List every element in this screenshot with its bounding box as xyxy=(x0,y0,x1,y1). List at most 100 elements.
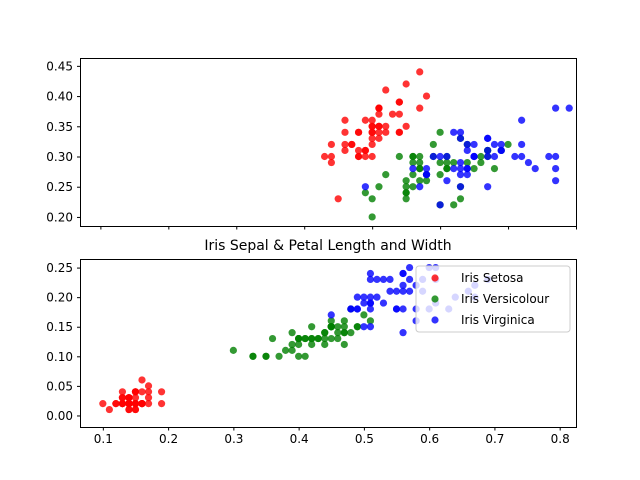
data-point-iris-setosa xyxy=(382,122,390,130)
data-point-iris-versicolour xyxy=(288,346,296,354)
data-point-iris-versicolour xyxy=(456,195,465,203)
data-point-iris-virginica xyxy=(360,299,368,307)
data-point-iris-versicolour xyxy=(402,189,410,197)
data-point-iris-virginica xyxy=(386,287,394,295)
data-point-iris-setosa xyxy=(144,394,153,402)
data-point-iris-virginica xyxy=(456,171,465,179)
bottom-axes-frame xyxy=(80,259,577,428)
data-point-iris-setosa xyxy=(131,394,140,402)
data-point-iris-virginica xyxy=(470,140,478,149)
data-point-iris-setosa xyxy=(382,128,390,136)
data-point-iris-setosa xyxy=(157,388,166,396)
data-point-iris-versicolour xyxy=(409,152,417,161)
data-point-iris-virginica xyxy=(463,164,471,173)
data-point-iris-versicolour xyxy=(288,329,296,337)
data-point-iris-versicolour xyxy=(443,164,451,173)
data-point-iris-versicolour xyxy=(416,177,424,185)
data-point-iris-virginica xyxy=(366,269,375,278)
data-point-iris-virginica xyxy=(565,104,573,112)
data-point-iris-versicolour xyxy=(409,158,417,167)
data-point-iris-versicolour xyxy=(334,329,342,337)
data-point-iris-versicolour xyxy=(308,340,316,349)
legend-label-iris-setosa: Iris Setosa xyxy=(461,271,524,285)
data-point-iris-virginica xyxy=(484,134,492,142)
data-point-iris-setosa xyxy=(368,152,376,161)
data-point-iris-setosa xyxy=(341,128,349,136)
data-point-iris-versicolour xyxy=(409,171,417,179)
data-point-iris-versicolour xyxy=(295,334,303,343)
top-scatter-axes: 0.20 0.25 0.30 0.35 0.40 0.45 xyxy=(46,58,577,230)
data-point-iris-setosa xyxy=(361,152,369,161)
data-point-iris-virginica xyxy=(450,128,458,136)
data-point-iris-setosa xyxy=(361,116,369,124)
data-point-iris-virginica xyxy=(552,104,560,112)
data-point-iris-setosa xyxy=(395,98,403,106)
data-point-iris-virginica xyxy=(405,263,414,272)
data-point-iris-setosa xyxy=(375,104,383,112)
data-point-iris-virginica xyxy=(436,201,444,209)
data-point-iris-versicolour xyxy=(416,158,424,167)
y-tick-label: 0.20 xyxy=(46,291,73,305)
data-point-iris-setosa xyxy=(118,394,127,402)
data-point-iris-setosa xyxy=(118,400,127,408)
data-point-iris-versicolour xyxy=(429,140,437,149)
data-point-iris-versicolour xyxy=(340,317,348,325)
x-tick-label: 0.1 xyxy=(94,432,113,446)
y-tick-label: 0.25 xyxy=(46,180,73,194)
data-point-iris-virginica xyxy=(416,183,424,191)
data-point-iris-versicolour xyxy=(463,158,471,167)
data-point-iris-versicolour xyxy=(275,352,283,360)
data-point-iris-virginica xyxy=(405,275,414,284)
data-point-iris-setosa xyxy=(416,104,424,112)
data-point-iris-virginica xyxy=(531,164,539,173)
data-point-iris-setosa xyxy=(112,400,120,408)
data-point-iris-virginica xyxy=(456,164,465,173)
data-point-iris-versicolour xyxy=(347,329,355,337)
data-point-iris-virginica xyxy=(456,158,465,167)
data-point-iris-setosa xyxy=(131,400,140,408)
data-point-iris-setosa xyxy=(327,152,335,161)
legend-marker-iris-virginica xyxy=(431,316,439,324)
data-point-iris-setosa xyxy=(138,400,146,408)
data-point-iris-versicolour xyxy=(229,346,237,354)
bottom-scatter-points xyxy=(99,263,492,414)
data-point-iris-versicolour xyxy=(249,352,257,360)
x-tick-label: 0.5 xyxy=(355,432,374,446)
data-point-iris-virginica xyxy=(490,152,499,161)
data-point-iris-versicolour xyxy=(382,171,390,179)
data-point-iris-virginica xyxy=(409,164,417,173)
data-point-iris-setosa xyxy=(416,68,424,76)
y-tick-label: 0.40 xyxy=(46,90,73,104)
data-point-iris-versicolour xyxy=(340,323,348,331)
data-point-iris-versicolour xyxy=(301,334,309,343)
data-point-iris-virginica xyxy=(490,140,499,149)
data-point-iris-versicolour xyxy=(268,334,277,343)
legend-label-iris-virginica: Iris Virginica xyxy=(461,313,535,327)
data-point-iris-setosa xyxy=(354,152,363,161)
x-tick-label: 0.4 xyxy=(290,432,309,446)
data-point-iris-virginica xyxy=(353,305,361,313)
data-point-iris-setosa xyxy=(382,86,390,94)
data-point-iris-setosa xyxy=(368,134,376,142)
data-point-iris-versicolour xyxy=(361,189,369,197)
x-tick-label: 0.7 xyxy=(485,432,504,446)
data-point-iris-virginica xyxy=(456,128,465,136)
data-point-iris-versicolour xyxy=(295,340,303,349)
data-point-iris-setosa xyxy=(368,116,376,124)
data-point-iris-setosa xyxy=(361,146,369,155)
data-point-iris-virginica xyxy=(366,299,375,307)
data-point-iris-virginica xyxy=(443,152,451,161)
data-point-iris-virginica xyxy=(518,152,526,161)
data-point-iris-versicolour xyxy=(327,323,335,331)
data-point-iris-versicolour xyxy=(450,201,458,209)
data-point-iris-versicolour xyxy=(450,158,458,167)
data-point-iris-setosa xyxy=(131,405,140,414)
data-point-iris-setosa xyxy=(105,405,113,414)
data-point-iris-virginica xyxy=(379,275,388,284)
data-point-iris-setosa xyxy=(341,146,349,155)
data-point-iris-virginica xyxy=(463,140,471,149)
data-point-iris-setosa xyxy=(354,146,363,155)
data-point-iris-versicolour xyxy=(308,323,316,331)
y-tick-label: 0.25 xyxy=(46,261,73,275)
data-point-iris-versicolour xyxy=(402,195,410,203)
